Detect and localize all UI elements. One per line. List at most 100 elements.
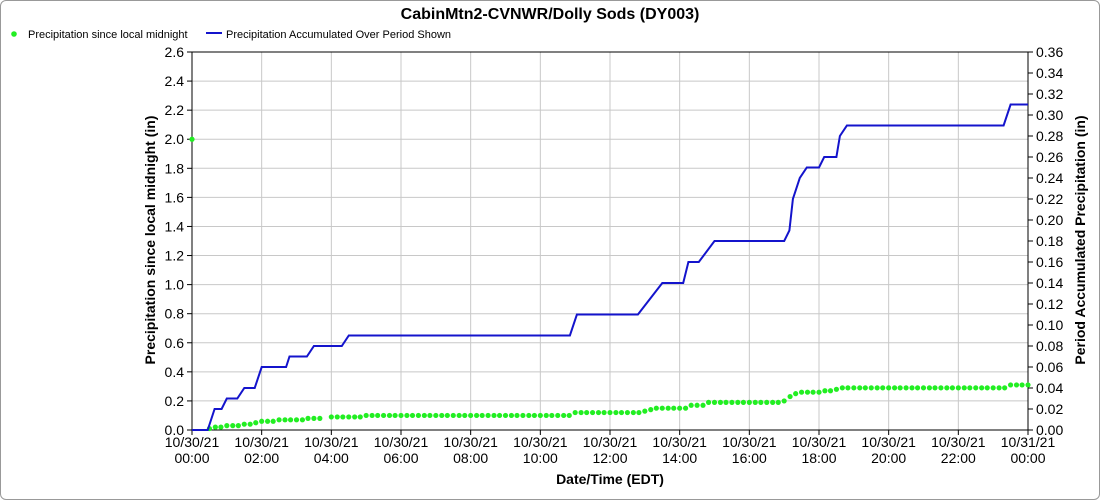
left-tick-label: 0.2 xyxy=(165,393,185,409)
data-point xyxy=(386,412,393,419)
data-point xyxy=(833,386,840,392)
data-point xyxy=(212,424,218,430)
data-point xyxy=(346,414,352,420)
data-point xyxy=(555,412,561,419)
x-tick-label-time: 00:00 xyxy=(1010,450,1045,466)
legend: Precipitation since local midnight Preci… xyxy=(11,29,451,41)
left-tick-label: 1.0 xyxy=(165,277,185,293)
x-tick-label-date: 10/30/21 xyxy=(652,434,707,450)
data-point xyxy=(659,405,665,411)
data-point xyxy=(758,399,764,405)
data-point xyxy=(276,417,282,423)
data-point xyxy=(409,412,416,419)
data-point xyxy=(955,385,961,391)
data-point xyxy=(537,412,543,419)
data-point xyxy=(253,420,259,426)
data-point xyxy=(415,412,422,419)
data-point xyxy=(723,399,729,405)
data-point xyxy=(514,412,520,419)
data-point xyxy=(433,412,439,419)
data-point xyxy=(711,399,718,405)
data-point xyxy=(508,412,515,419)
x-tick-label-date: 10/30/21 xyxy=(931,434,986,450)
data-point xyxy=(189,136,195,142)
gridlines xyxy=(191,51,1029,431)
data-point xyxy=(282,417,288,423)
data-point xyxy=(816,389,822,395)
x-tick-label-date: 10/30/21 xyxy=(792,434,847,450)
x-tick-label-time: 06:00 xyxy=(383,450,418,466)
data-point xyxy=(584,409,590,416)
x-tick-label-time: 00:00 xyxy=(174,450,209,466)
data-point xyxy=(589,409,596,416)
x-tick-label-date: 10/30/21 xyxy=(234,434,289,450)
y-axis-right-label: Period Accumulated Precipitation (in) xyxy=(1072,115,1088,364)
x-tick-label-time: 04:00 xyxy=(314,450,349,466)
left-tick-label: 0.8 xyxy=(165,306,185,322)
data-point xyxy=(398,412,404,419)
data-point xyxy=(688,402,694,408)
right-tick-label: 0.18 xyxy=(1036,233,1063,249)
data-point xyxy=(804,389,811,395)
data-point xyxy=(961,385,967,391)
data-point xyxy=(224,423,230,429)
data-point xyxy=(630,409,636,416)
data-point xyxy=(636,409,642,416)
x-tick-label-date: 10/31/21 xyxy=(1001,434,1056,450)
legend-label-precip-midnight: Precipitation since local midnight xyxy=(28,29,188,41)
right-tick-label: 0.26 xyxy=(1036,149,1063,165)
chart-title: CabinMtn2-CVNWR/Dolly Sods (DY003) xyxy=(401,6,700,23)
right-tick-label: 0.10 xyxy=(1036,317,1063,333)
x-tick-label-date: 10/30/21 xyxy=(304,434,359,450)
data-point xyxy=(613,409,619,416)
data-point xyxy=(357,414,363,420)
data-point xyxy=(827,388,834,394)
data-point xyxy=(903,385,909,391)
data-point xyxy=(375,412,381,419)
x-axis-label: Date/Time (EDT) xyxy=(556,471,664,487)
data-point xyxy=(775,399,781,405)
right-tick-label: 0.34 xyxy=(1036,65,1063,81)
left-tick-label: 2.4 xyxy=(165,73,185,89)
data-point xyxy=(496,412,503,419)
right-tick-label: 0.06 xyxy=(1036,359,1063,375)
data-point xyxy=(526,412,532,419)
right-axis-ticks: 0.00 0.02 0.04 0.06 0.08 0.10 0.12 0.14 0.16 0.18… xyxy=(1028,44,1063,438)
data-point xyxy=(793,391,799,397)
data-point xyxy=(479,412,485,419)
data-point xyxy=(595,409,602,416)
data-point xyxy=(601,409,607,416)
data-point xyxy=(305,415,311,421)
left-tick-label: 1.4 xyxy=(165,218,185,234)
data-point xyxy=(427,412,433,419)
data-point xyxy=(909,385,915,391)
left-tick-label: 1.6 xyxy=(165,189,185,205)
data-point xyxy=(752,399,758,405)
data-point xyxy=(531,412,538,419)
data-point xyxy=(973,385,979,391)
data-point xyxy=(920,385,927,391)
data-point xyxy=(979,385,985,391)
left-tick-label: 1.2 xyxy=(165,248,185,264)
data-point xyxy=(352,414,358,420)
data-point xyxy=(810,389,816,395)
data-point xyxy=(317,415,323,421)
x-tick-label-date: 10/30/21 xyxy=(443,434,498,450)
data-point xyxy=(334,414,340,420)
data-point xyxy=(293,417,300,423)
data-point xyxy=(444,412,450,419)
data-point xyxy=(682,405,689,411)
data-point xyxy=(740,399,747,405)
data-point xyxy=(1025,382,1031,388)
data-point xyxy=(392,412,398,419)
right-tick-label: 0.32 xyxy=(1036,86,1063,102)
x-tick-label-time: 16:00 xyxy=(732,450,767,466)
x-tick-label-time: 12:00 xyxy=(592,450,627,466)
right-tick-label: 0.00 xyxy=(1036,422,1063,438)
left-tick-label: 0.4 xyxy=(165,364,185,380)
data-point xyxy=(485,412,491,419)
data-point xyxy=(735,399,741,405)
data-point xyxy=(572,409,578,416)
data-point xyxy=(340,414,346,420)
